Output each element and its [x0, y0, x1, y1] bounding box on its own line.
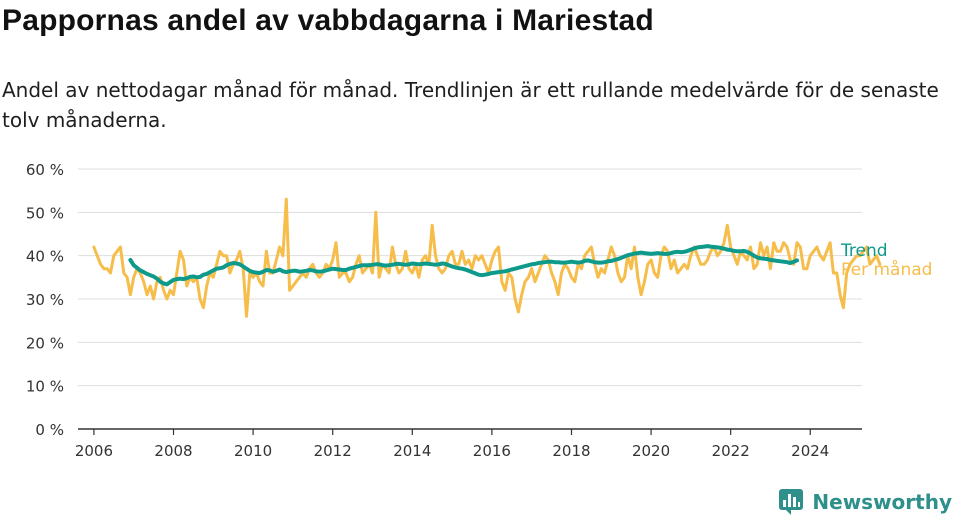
y-tick-label: 60 % — [26, 161, 64, 179]
y-tick-label: 20 % — [26, 334, 64, 352]
x-tick-label: 2010 — [234, 442, 272, 460]
x-tick-label: 2024 — [791, 442, 829, 460]
brand-logo: Newsworthy — [778, 488, 952, 516]
x-tick-label: 2008 — [154, 442, 192, 460]
newsworthy-logo-icon — [779, 489, 804, 515]
brand-name: Newsworthy — [812, 490, 952, 514]
chart: 0 % 10 % 20 % 30 % 40 % 50 % 60 % 2006 2008 2010… — [26, 161, 933, 460]
legend-label-per-manad: Per månad — [841, 259, 932, 280]
x-tick-label: 2022 — [712, 442, 750, 460]
chart-subtitle: Andel av nettodagar månad för månad. Tre… — [2, 78, 939, 132]
y-tick-label: 0 % — [35, 421, 64, 439]
y-tick-label: 30 % — [26, 291, 64, 309]
legend-label-trend: Trend — [840, 241, 888, 261]
x-tick-label: 2016 — [473, 442, 511, 460]
x-axis: 2006 2008 2010 2012 2014 2016 2018 2020 2022 2024 — [75, 428, 862, 460]
x-tick-label: 2014 — [393, 442, 431, 460]
x-tick-label: 2020 — [632, 442, 670, 460]
y-axis: 0 % 10 % 20 % 30 % 40 % 50 % 60 % — [26, 161, 64, 439]
series-group — [92, 197, 882, 318]
gridlines — [78, 168, 862, 387]
x-tick-label: 2006 — [75, 442, 113, 460]
chart-title: Pappornas andel av vabbdagarna i Mariest… — [2, 4, 654, 37]
x-tick-label: 2018 — [552, 442, 590, 460]
y-tick-label: 40 % — [26, 248, 64, 266]
series-line-trend — [128, 244, 799, 287]
y-tick-label: 50 % — [26, 204, 64, 222]
x-tick-label: 2012 — [314, 442, 352, 460]
y-tick-label: 10 % — [26, 378, 64, 396]
